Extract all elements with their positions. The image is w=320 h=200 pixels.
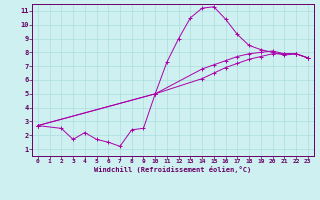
X-axis label: Windchill (Refroidissement éolien,°C): Windchill (Refroidissement éolien,°C) xyxy=(94,166,252,173)
